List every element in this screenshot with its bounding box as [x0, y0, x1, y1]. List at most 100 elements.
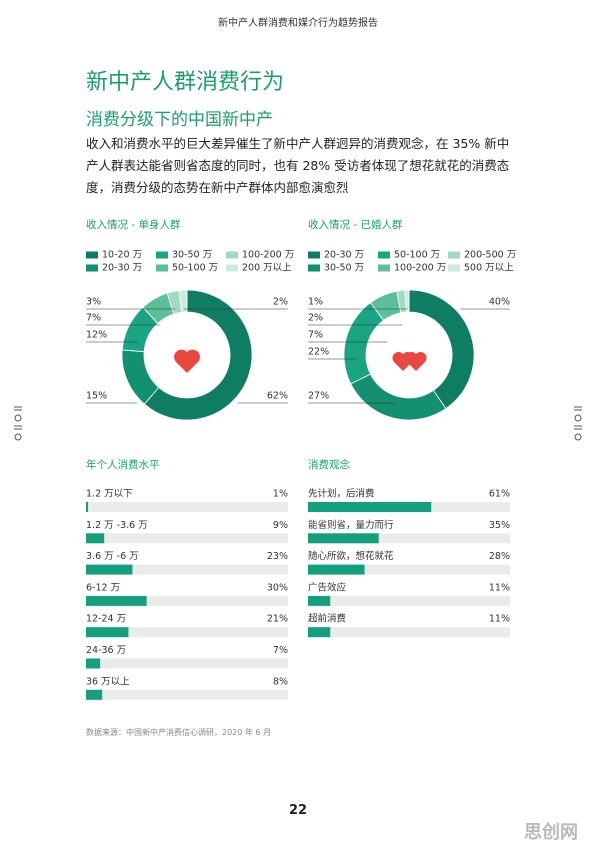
bar	[86, 564, 133, 575]
pie-slice	[343, 302, 385, 385]
value-label: 7%	[273, 645, 288, 656]
heart-icon	[174, 349, 200, 373]
legend-label: 100-200 万	[242, 250, 294, 261]
value-label: 40%	[489, 297, 510, 308]
pie-slice	[350, 373, 447, 421]
bar	[86, 627, 129, 638]
legend-swatch	[448, 251, 460, 259]
pie-slice	[404, 289, 410, 313]
pie-slice	[143, 289, 253, 421]
value-label: 3%	[86, 297, 101, 308]
value-label: 2%	[308, 313, 323, 324]
bar	[308, 564, 365, 575]
legend-swatch	[86, 251, 98, 259]
heart-icon	[405, 351, 427, 371]
value-label: 2%	[273, 297, 288, 308]
bar-label: 先计划，后消费	[308, 488, 375, 500]
bar-label: 1.2 万以下	[86, 489, 133, 500]
legend-label: 50-100 万	[394, 250, 440, 261]
value-label: 23%	[267, 551, 288, 562]
legend-swatch	[378, 251, 390, 259]
bar-label: 广告效应	[308, 581, 347, 593]
bar-label: 3.6 万 -6 万	[86, 551, 139, 562]
bar	[308, 627, 331, 638]
legend-label: 200-500 万	[464, 250, 516, 261]
value-label: 7%	[308, 330, 323, 341]
legend-swatch	[226, 251, 238, 259]
value-label: 7%	[86, 313, 101, 324]
bar	[86, 595, 147, 606]
legend-label: 50-100 万	[172, 263, 218, 274]
legend-label: 10-20 万	[102, 250, 142, 261]
paragraph: 收入和消费水平的巨大差异催生了新中产人群迥异的消费观念，在 35% 新中产人群表…	[86, 136, 510, 195]
bar	[308, 502, 432, 512]
bar-track	[86, 595, 288, 606]
bar-track	[308, 533, 510, 544]
legend-swatch	[156, 251, 168, 259]
side-mark	[14, 406, 582, 441]
value-label: 61%	[489, 489, 510, 500]
value-label: 1%	[308, 297, 323, 308]
legend-label: 20-30 万	[102, 263, 142, 274]
value-label: 11%	[489, 582, 510, 593]
bar-track	[86, 533, 288, 544]
bar-label: 12-24 万	[86, 614, 126, 625]
value-label: 28%	[489, 551, 510, 562]
legend-swatch	[86, 264, 98, 272]
watermark: 思创网	[524, 822, 578, 843]
bar-track	[86, 564, 288, 575]
bar-label: 超前消费	[308, 613, 346, 625]
subtitle: 消费分级下的中国新中产	[86, 110, 273, 130]
value-label: 8%	[273, 676, 288, 687]
bar	[86, 658, 101, 669]
legend-label: 30-50 万	[324, 263, 364, 274]
chart-title: 收入情况 - 单身人群	[86, 218, 181, 231]
chart-title: 年个人消费水平	[86, 458, 160, 471]
value-label: 62%	[267, 391, 288, 402]
value-label: 27%	[308, 391, 329, 402]
legend-swatch	[156, 264, 168, 272]
legend-swatch	[308, 264, 320, 272]
value-label: 35%	[489, 520, 510, 531]
legend-label: 100-200 万	[394, 263, 446, 274]
bar-label: 能省则省，量力而行	[308, 519, 394, 531]
legend-swatch	[448, 264, 460, 272]
header: 新中产人群消费和媒介行为趋势报告	[218, 18, 378, 29]
value-label: 12%	[86, 330, 107, 341]
bar	[86, 502, 89, 512]
bar	[86, 689, 103, 700]
legend-swatch	[308, 251, 320, 259]
legend-swatch	[226, 264, 238, 272]
bar-track	[308, 564, 510, 575]
title: 新中产人群消费行为	[86, 70, 285, 95]
legend-label: 20-30 万	[324, 250, 364, 261]
bar-label: 随心所欲，想花就花	[308, 550, 394, 562]
bar-track	[86, 658, 288, 669]
value-label: 22%	[308, 347, 329, 358]
legend-label: 500 万以上	[464, 263, 514, 274]
bar-track	[86, 689, 288, 700]
bar-label: 6-12 万	[86, 582, 120, 593]
page-number: 22	[288, 803, 308, 818]
chart-title: 消费观念	[308, 458, 350, 471]
value-label: 11%	[489, 614, 510, 625]
bar-track	[86, 502, 288, 512]
bar	[308, 533, 379, 544]
bar-track	[86, 627, 288, 638]
bar-track	[308, 627, 510, 638]
value-label: 30%	[267, 582, 288, 593]
pie-slice	[408, 289, 475, 410]
chart-title: 收入情况 - 已婚人群	[308, 218, 403, 231]
bar-label: 36 万以上	[86, 676, 130, 687]
value-label: 21%	[267, 614, 288, 625]
bar-label: 1.2 万 -3.6 万	[86, 520, 148, 531]
legend-swatch	[378, 264, 390, 272]
value-label: 15%	[86, 391, 107, 402]
legend-label: 30-50 万	[172, 250, 212, 261]
pie-slice	[178, 289, 188, 313]
bar	[308, 595, 331, 606]
source: 数据来源：中国新中产消费信心调研，2020 年 6 月	[86, 728, 272, 737]
value-label: 9%	[273, 520, 288, 531]
